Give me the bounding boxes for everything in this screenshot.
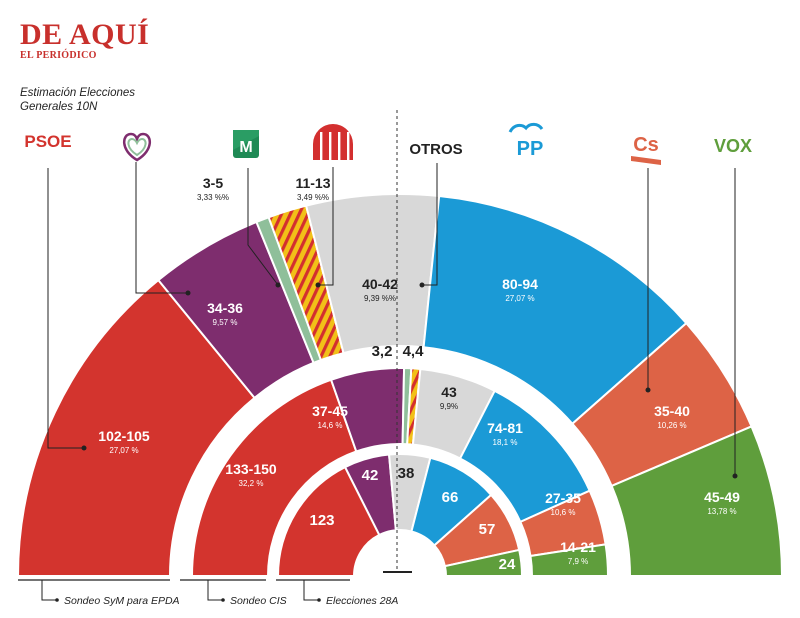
callout-erc-dot [315, 282, 321, 288]
legend-inner-ring-label: Elecciones 28A [326, 595, 398, 607]
cs-logo-text: Cs [633, 134, 659, 156]
brand: DE AQUÍ EL PERIÓDICO [20, 20, 149, 62]
value-label-0-cs: 35-40 [654, 403, 690, 419]
legend-inner-ring-dot [317, 598, 321, 602]
value-label-2-vox: 24 [499, 556, 516, 573]
legend-inner-ring-connector [303, 580, 318, 601]
cs-logo: Cs [631, 134, 661, 165]
callout-otros [422, 163, 438, 286]
pct-label-0-podemos: 9,57 % [213, 318, 238, 327]
segment-2-psoe [276, 465, 381, 577]
pct-label-0-psoe: 27,07 % [109, 446, 138, 455]
value-label-0-mas-pais: 3-5 [203, 175, 223, 191]
value-label-1-cs: 27-35 [545, 490, 581, 506]
callout-psoe-dot [81, 445, 87, 451]
legend-outer-ring-dot [55, 598, 59, 602]
callout-mas-pais [247, 168, 279, 286]
brand-title: DE AQUÍ [20, 18, 150, 51]
legend-middle-ring-dot [221, 598, 225, 602]
callout-mas-pais-dot [275, 282, 281, 288]
value-label-2-cs: 57 [479, 521, 496, 538]
value-label-1-vox: 14-21 [560, 539, 596, 555]
erc-icon [313, 124, 353, 162]
pct-label-1-pp: 18,1 % [493, 438, 518, 447]
callout-psoe [47, 168, 84, 449]
pct-label-0-cs: 10,26 % [657, 421, 686, 430]
callout-vox-dot [732, 473, 738, 479]
callout-podemos-dot [185, 290, 191, 296]
pct-label-1-cs: 10,6 % [551, 508, 576, 517]
pct-label-1-psoe: 32,2 % [239, 479, 264, 488]
segment-0-vox [610, 425, 784, 577]
value-label-2-podemos: 42 [362, 467, 379, 484]
value-label-0-vox: 45-49 [704, 489, 740, 505]
subtitle-line-1: Estimación Elecciones [20, 87, 136, 99]
labels: 102-105 27,07 % 34-36 9,57 % 3-5 3,33 %% 11-13… [98, 175, 740, 573]
legend-outer-ring-label: Sondeo SyM para EPDA [64, 595, 180, 607]
value-label-0-psoe: 102-105 [98, 428, 150, 444]
pp-logo-text: PP [517, 138, 544, 160]
pct-label-0-mas-pais: 3,33 %% [197, 193, 229, 202]
value-label-1-erc: 4,4 [403, 343, 425, 360]
callout-podemos [135, 162, 188, 294]
pct-label-0-pp: 27,07 % [505, 294, 534, 303]
pct-label-0-vox: 13,78 % [707, 507, 736, 516]
value-label-2-psoe: 123 [309, 512, 334, 529]
legend-outer-ring-connector [41, 580, 56, 601]
party-logos: PSOE M OTROS PP Cs VOX [24, 122, 752, 165]
vox-logo: VOX [714, 136, 752, 156]
pct-label-1-vox: 7,9 % [568, 557, 588, 566]
callouts [47, 110, 738, 573]
pct-label-1-otros: 9,9% [440, 402, 458, 411]
segment-2-vox [443, 548, 524, 577]
podemos-heart-icon [123, 132, 151, 162]
callout-cs-dot [645, 387, 651, 393]
svg-text:M: M [239, 139, 252, 156]
brand-subtitle: EL PERIÓDICO [20, 50, 97, 61]
legend-middle-ring-connector [207, 580, 222, 601]
value-label-0-pp: 80-94 [502, 276, 538, 292]
subtitle-line-2: Generales 10N [20, 101, 98, 113]
legend: Sondeo SyM para EPDA Sondeo CIS Elecciones… [18, 579, 398, 607]
value-label-0-erc: 11-13 [295, 175, 330, 191]
pp-logo: PP [508, 122, 544, 160]
rings [16, 193, 784, 577]
pct-label-0-erc: 3,49 %% [297, 193, 329, 202]
value-label-1-psoe: 133-150 [225, 461, 277, 477]
psoe-logo: PSOE [24, 132, 71, 151]
otros-logo: OTROS [409, 141, 462, 158]
pct-label-0-otros: 9,39 %% [364, 294, 396, 303]
value-label-1-podemos: 37-45 [312, 403, 348, 419]
value-label-1-otros: 43 [441, 384, 457, 400]
pct-label-1-podemos: 14,6 % [318, 421, 343, 430]
value-label-1-pp: 74-81 [487, 420, 523, 436]
callout-otros-dot [419, 282, 425, 288]
value-label-2-otros: 38 [398, 465, 415, 482]
value-label-0-otros: 40-42 [362, 276, 398, 292]
value-label-2-pp: 66 [442, 489, 459, 506]
chart-subtitle: Estimación Elecciones Generales 10N [20, 86, 135, 114]
segment-1-vox [529, 543, 610, 577]
legend-middle-ring-label: Sondeo CIS [230, 595, 287, 607]
callout-erc [318, 167, 334, 286]
mas-pais-icon: M [233, 130, 259, 158]
value-label-0-podemos: 34-36 [207, 300, 243, 316]
value-label-1-mas-pais: 3,2 [372, 343, 393, 360]
